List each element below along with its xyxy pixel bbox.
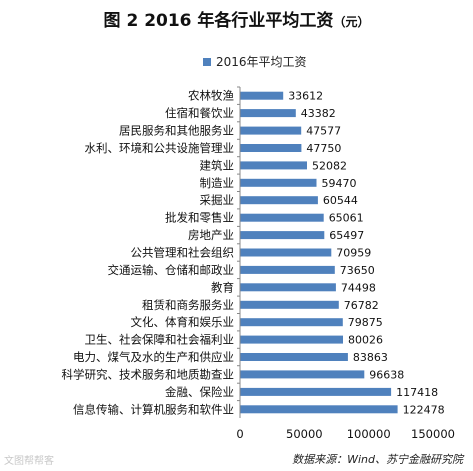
category-label-14: 卫生、社会保障和社会福利业 [85, 333, 235, 347]
data-label-10: 73650 [340, 264, 375, 277]
data-label-15: 83863 [353, 351, 388, 364]
bar-16 [240, 370, 365, 379]
bar-4 [240, 161, 307, 170]
bar-17 [240, 387, 392, 396]
bar-13 [240, 318, 343, 327]
category-label-6: 采掘业 [200, 193, 235, 207]
category-label-7: 批发和零售业 [165, 211, 234, 225]
data-label-4: 52082 [312, 159, 347, 172]
category-label-2: 居民服务和其他服务业 [119, 124, 234, 138]
bar-14 [240, 335, 343, 344]
bar-18 [240, 405, 398, 414]
x-tick-label-2: 100000 [347, 427, 391, 441]
bar-3 [240, 144, 302, 152]
bar-12 [240, 300, 339, 309]
category-label-3: 水利、环境和公共设施管理业 [85, 141, 235, 155]
x-tick-label-0: 0 [236, 427, 243, 441]
bar-9 [240, 248, 332, 257]
bar-5 [240, 178, 317, 187]
data-label-6: 60544 [323, 194, 358, 207]
category-label-8: 房地产业 [188, 228, 234, 242]
bar-6 [240, 196, 318, 205]
data-label-2: 47577 [306, 125, 341, 138]
data-label-7: 65061 [329, 212, 364, 225]
x-tick-label-3: 150000 [411, 427, 455, 441]
category-label-17: 金融、保险业 [165, 385, 234, 399]
data-label-13: 79875 [348, 316, 383, 329]
category-label-9: 公共管理和社会组织 [131, 246, 235, 260]
category-label-11: 教育 [211, 280, 234, 294]
chart-title: 图 2 2016 年各行业平均工资（元） [103, 11, 370, 31]
category-label-15: 电力、煤气及水的生产和供应业 [73, 350, 234, 364]
category-label-1: 住宿和餐饮业 [165, 106, 234, 120]
legend: 2016年平均工资 [203, 53, 307, 70]
bar-10 [240, 265, 335, 274]
category-label-13: 文化、体育和娱乐业 [131, 315, 235, 329]
title-unit: （元） [333, 15, 370, 29]
category-label-4: 建筑业 [200, 158, 235, 172]
data-label-5: 59470 [322, 177, 357, 190]
data-label-1: 43382 [301, 107, 336, 120]
bar-0 [240, 91, 284, 100]
data-label-11: 74498 [341, 281, 376, 294]
data-label-12: 76782 [344, 299, 379, 312]
bar-15 [240, 353, 348, 361]
category-label-0: 农林牧渔 [188, 89, 234, 103]
bar-8 [240, 231, 325, 240]
data-label-3: 47750 [306, 142, 341, 155]
data-label-9: 70959 [336, 247, 371, 260]
data-label-0: 33612 [288, 90, 323, 103]
x-tick-label-1: 50000 [286, 427, 323, 441]
category-label-16: 科学研究、技术服务和地质勘查业 [62, 367, 235, 381]
watermark: 文图帮帮客 [4, 456, 54, 467]
bar-7 [240, 213, 324, 222]
data-label-14: 80026 [348, 334, 383, 347]
category-label-10: 交通运输、仓储和邮政业 [108, 263, 235, 277]
legend-label: 2016年平均工资 [216, 55, 307, 69]
source-note: 数据来源：Wind、苏宁金融研究院 [292, 453, 463, 466]
bar-11 [240, 283, 336, 292]
category-label-12: 租赁和商务服务业 [142, 298, 234, 312]
legend-swatch [203, 57, 211, 66]
data-label-16: 96638 [369, 368, 404, 381]
data-label-17: 117418 [396, 386, 438, 399]
bar-2 [240, 126, 302, 135]
bar-1 [240, 109, 296, 118]
category-label-5: 制造业 [200, 176, 235, 190]
data-label-8: 65497 [329, 229, 364, 242]
category-label-18: 信息传输、计算机服务和软件业 [73, 402, 234, 416]
data-label-18: 122478 [403, 403, 445, 416]
